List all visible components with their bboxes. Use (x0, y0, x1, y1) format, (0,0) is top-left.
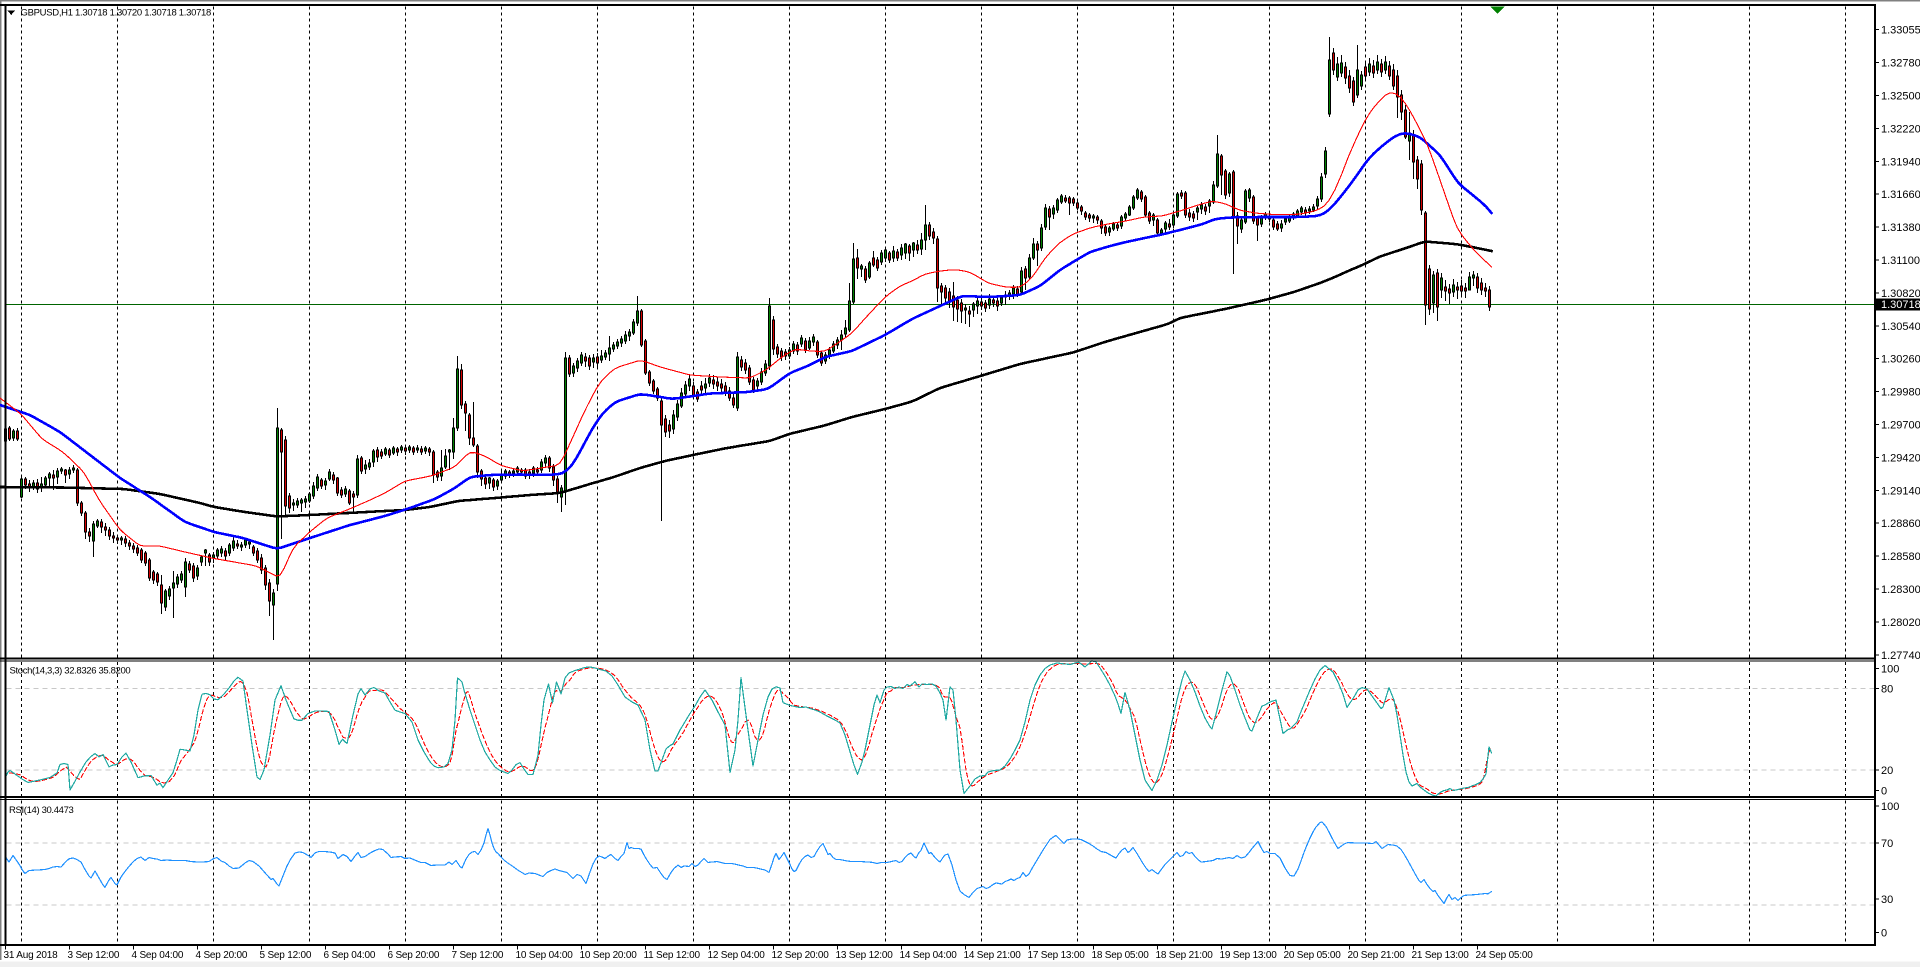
svg-text:6 Sep 20:00: 6 Sep 20:00 (388, 950, 440, 961)
svg-text:1.29980: 1.29980 (1881, 387, 1920, 399)
svg-text:12 Sep 20:00: 12 Sep 20:00 (772, 950, 830, 961)
svg-text:31 Aug 2018: 31 Aug 2018 (4, 950, 59, 961)
svg-text:1.33055: 1.33055 (1881, 25, 1920, 37)
svg-text:3 Sep 12:00: 3 Sep 12:00 (68, 950, 120, 961)
svg-text:18 Sep 05:00: 18 Sep 05:00 (1092, 950, 1150, 961)
svg-text:12 Sep 04:00: 12 Sep 04:00 (708, 950, 766, 961)
svg-text:30: 30 (1881, 894, 1893, 906)
svg-text:4 Sep 20:00: 4 Sep 20:00 (196, 950, 248, 961)
svg-text:20 Sep 05:00: 20 Sep 05:00 (1284, 950, 1342, 961)
svg-text:6 Sep 04:00: 6 Sep 04:00 (324, 950, 376, 961)
svg-text:1.30820: 1.30820 (1881, 288, 1920, 300)
svg-text:Stoch(14,3,3) 32.8326 35.8200: Stoch(14,3,3) 32.8326 35.8200 (10, 666, 131, 677)
svg-text:100: 100 (1881, 801, 1899, 813)
svg-text:14 Sep 04:00: 14 Sep 04:00 (900, 950, 958, 961)
svg-text:1.28300: 1.28300 (1881, 584, 1920, 596)
svg-text:1.30540: 1.30540 (1881, 321, 1920, 333)
svg-text:1.31660: 1.31660 (1881, 189, 1920, 201)
svg-text:17 Sep 13:00: 17 Sep 13:00 (1028, 950, 1086, 961)
svg-text:1.31940: 1.31940 (1881, 156, 1920, 168)
svg-text:100: 100 (1881, 664, 1899, 676)
svg-text:1.28020: 1.28020 (1881, 617, 1920, 629)
svg-text:1.29420: 1.29420 (1881, 452, 1920, 464)
svg-text:24 Sep 05:00: 24 Sep 05:00 (1476, 950, 1534, 961)
svg-text:1.31380: 1.31380 (1881, 222, 1920, 234)
svg-text:13 Sep 12:00: 13 Sep 12:00 (836, 950, 894, 961)
svg-text:RSI(14) 30.4473: RSI(14) 30.4473 (9, 805, 74, 816)
svg-text:0: 0 (1881, 786, 1887, 798)
svg-text:7 Sep 12:00: 7 Sep 12:00 (452, 950, 504, 961)
svg-text:5 Sep 12:00: 5 Sep 12:00 (260, 950, 312, 961)
svg-text:80: 80 (1881, 683, 1893, 695)
svg-text:19 Sep 13:00: 19 Sep 13:00 (1220, 950, 1278, 961)
svg-text:20: 20 (1881, 765, 1893, 777)
svg-text:1.27740: 1.27740 (1881, 650, 1920, 662)
svg-text:1.29140: 1.29140 (1881, 485, 1920, 497)
svg-text:4 Sep 04:00: 4 Sep 04:00 (132, 950, 184, 961)
svg-text:1.29700: 1.29700 (1881, 420, 1920, 432)
svg-text:0: 0 (1881, 928, 1887, 940)
svg-text:1.28580: 1.28580 (1881, 551, 1920, 563)
svg-text:1.32220: 1.32220 (1881, 123, 1920, 135)
svg-text:GBPUSD,H1 1.30718 1.30720 1.3: GBPUSD,H1 1.30718 1.30720 1.30718 1.3071… (21, 8, 212, 19)
svg-text:10 Sep 20:00: 10 Sep 20:00 (580, 950, 638, 961)
svg-text:1.30718: 1.30718 (1881, 299, 1920, 311)
svg-text:10 Sep 04:00: 10 Sep 04:00 (516, 950, 574, 961)
svg-text:14 Sep 21:00: 14 Sep 21:00 (964, 950, 1022, 961)
svg-text:21 Sep 13:00: 21 Sep 13:00 (1412, 950, 1470, 961)
svg-text:1.32780: 1.32780 (1881, 58, 1920, 70)
svg-text:1.30260: 1.30260 (1881, 354, 1920, 366)
svg-text:1.32500: 1.32500 (1881, 91, 1920, 103)
svg-text:11 Sep 12:00: 11 Sep 12:00 (644, 950, 701, 961)
svg-text:1.31100: 1.31100 (1881, 255, 1920, 267)
svg-text:20 Sep 21:00: 20 Sep 21:00 (1348, 950, 1406, 961)
svg-text:70: 70 (1881, 838, 1893, 850)
svg-text:18 Sep 21:00: 18 Sep 21:00 (1156, 950, 1214, 961)
svg-text:1.28860: 1.28860 (1881, 518, 1920, 530)
